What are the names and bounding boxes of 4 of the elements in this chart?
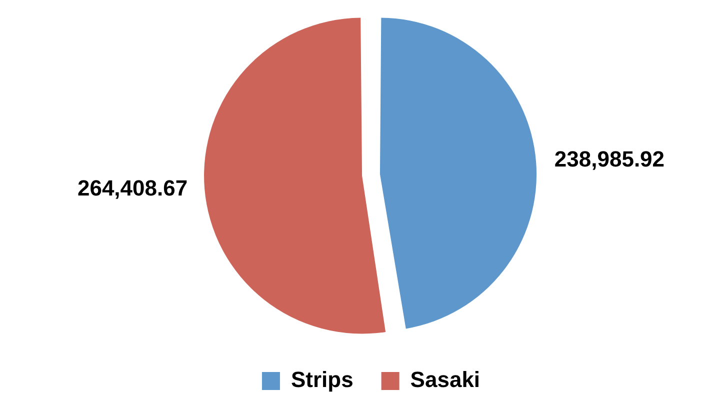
legend-label: Sasaki [410,367,480,392]
data-label: 238,985.92 [554,146,665,172]
data-label: 264,408.67 [77,176,188,201]
legend-label: Strips [290,367,354,392]
